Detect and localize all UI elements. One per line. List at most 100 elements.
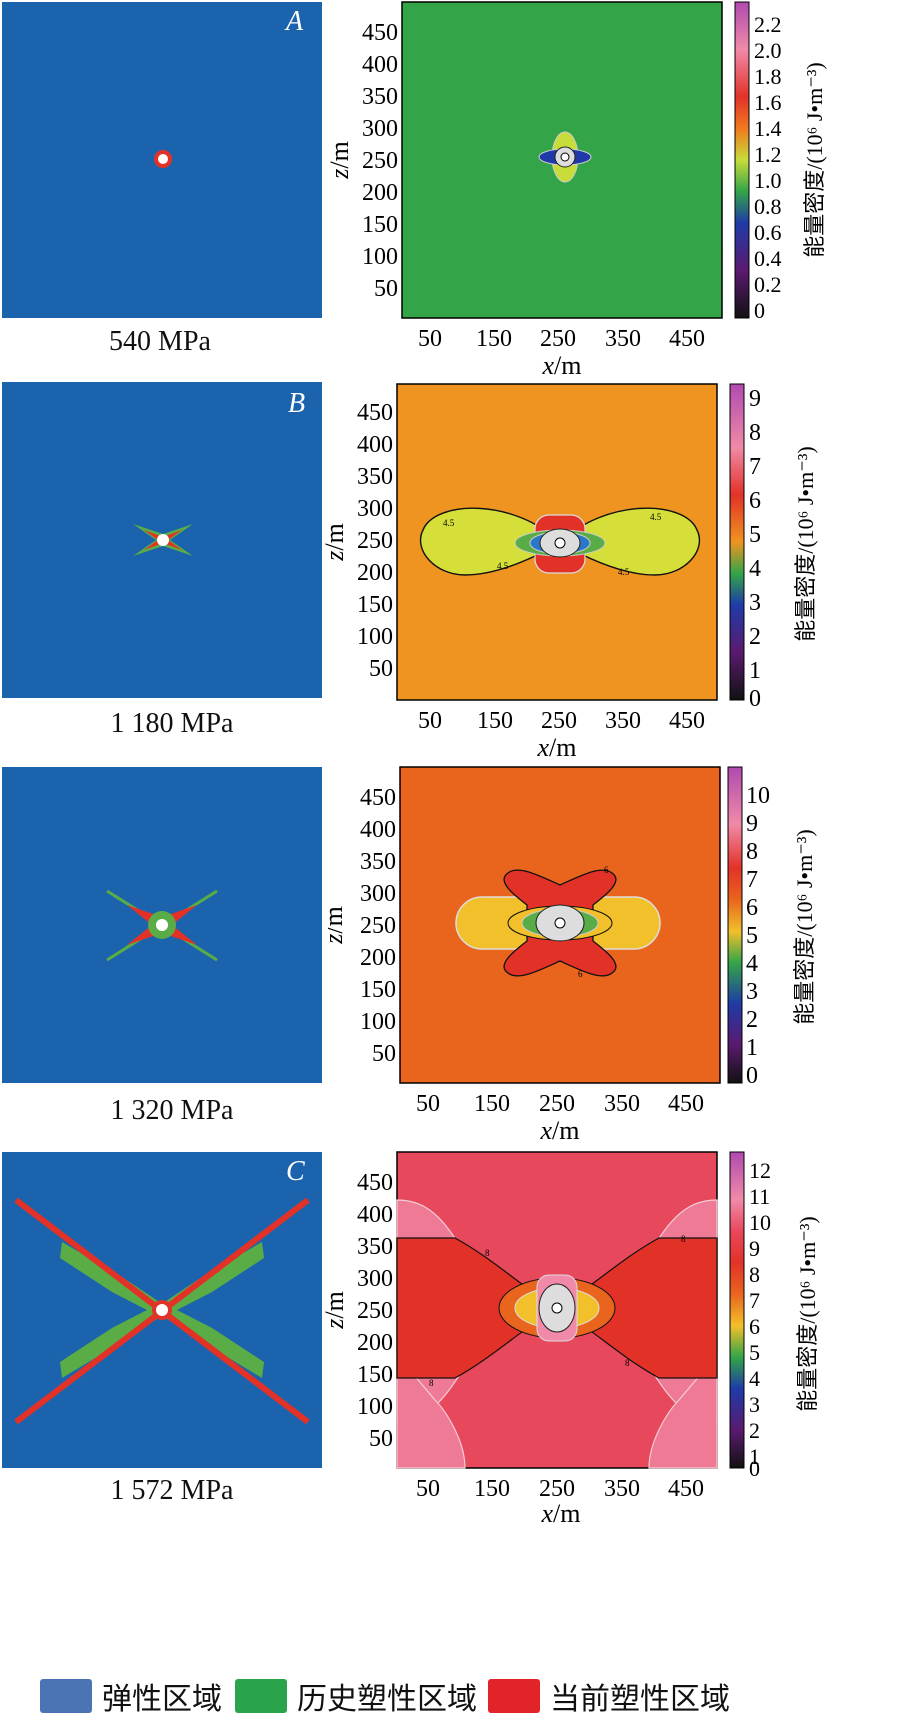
zone-legend: 弹性区域 历史塑性区域 当前塑性区域 bbox=[0, 1668, 908, 1716]
legend-label-current-plastic: 当前塑性区域 bbox=[550, 1683, 730, 1716]
svg-text:250: 250 bbox=[539, 1476, 575, 1502]
svg-text:6: 6 bbox=[746, 895, 758, 921]
pressure-label-a: 540 MPa bbox=[109, 326, 211, 357]
svg-text:0.2: 0.2 bbox=[754, 272, 782, 297]
svg-text:150: 150 bbox=[357, 592, 393, 618]
pressure-label-b: 1 180 MPa bbox=[110, 708, 234, 739]
svg-text:1.8: 1.8 bbox=[754, 64, 782, 89]
svg-text:400: 400 bbox=[362, 52, 398, 78]
svg-text:150: 150 bbox=[474, 1091, 510, 1117]
legend-label-history-plastic: 历史塑性区域 bbox=[297, 1683, 477, 1716]
y-tick-labels-b: 450 400 350 300 250 200 150 100 50 bbox=[357, 400, 393, 682]
svg-text:6: 6 bbox=[604, 865, 609, 875]
svg-text:250: 250 bbox=[360, 913, 396, 939]
svg-text:6: 6 bbox=[578, 969, 583, 979]
svg-text:4.5: 4.5 bbox=[650, 512, 662, 522]
svg-text:150: 150 bbox=[476, 326, 512, 352]
svg-text:450: 450 bbox=[357, 400, 393, 426]
svg-text:150: 150 bbox=[477, 708, 513, 734]
svg-text:0: 0 bbox=[749, 1456, 760, 1481]
svg-text:150: 150 bbox=[362, 212, 398, 238]
svg-text:4.5: 4.5 bbox=[497, 561, 509, 571]
y-axis-label-b: z/m bbox=[325, 523, 349, 562]
svg-text:10: 10 bbox=[749, 1210, 771, 1235]
colorbar-ticks-b: 9 8 7 6 5 4 3 2 1 0 bbox=[749, 386, 761, 712]
svg-text:250: 250 bbox=[357, 528, 393, 554]
x-tick-labels-b: 50 150 250 350 450 bbox=[418, 708, 705, 734]
svg-text:8: 8 bbox=[485, 1248, 490, 1258]
colorbar-b bbox=[729, 383, 745, 701]
svg-text:200: 200 bbox=[360, 945, 396, 971]
svg-text:9: 9 bbox=[749, 1236, 760, 1261]
colorbar-label-b: 能量密度/(10⁶ J•m⁻³) bbox=[793, 446, 818, 642]
svg-text:200: 200 bbox=[362, 180, 398, 206]
panel-letter-b: B bbox=[288, 388, 306, 419]
svg-text:4.5: 4.5 bbox=[443, 518, 455, 528]
svg-text:0: 0 bbox=[746, 1063, 758, 1089]
svg-text:10: 10 bbox=[746, 783, 770, 809]
svg-text:2.2: 2.2 bbox=[754, 12, 782, 37]
svg-text:400: 400 bbox=[360, 817, 396, 843]
colorbar-a bbox=[734, 1, 750, 319]
svg-text:250: 250 bbox=[539, 1091, 575, 1117]
svg-text:350: 350 bbox=[604, 1476, 640, 1502]
svg-text:8: 8 bbox=[746, 839, 758, 865]
svg-text:350: 350 bbox=[357, 464, 393, 490]
svg-text:1: 1 bbox=[749, 1444, 760, 1469]
legend-label-elastic: 弹性区域 bbox=[102, 1683, 222, 1716]
svg-text:300: 300 bbox=[360, 881, 396, 907]
pressure-label-d: 1 572 MPa bbox=[110, 1475, 234, 1506]
colorbar-ticks-c: 10 9 8 7 6 5 4 3 2 1 0 bbox=[746, 783, 770, 1089]
colorbar-ticks-d: 12 11 10 9 8 7 6 5 4 3 2 1 0 bbox=[749, 1158, 771, 1481]
svg-text:9: 9 bbox=[749, 386, 761, 412]
x-axis-label-a: x/m bbox=[542, 351, 582, 380]
svg-text:250: 250 bbox=[362, 148, 398, 174]
svg-text:6: 6 bbox=[749, 488, 761, 514]
svg-text:50: 50 bbox=[369, 1426, 393, 1452]
row-panel-c: 1 320 MPa 6 6 450 400 350 300 250 200 15… bbox=[0, 765, 908, 1150]
legend-swatch-elastic bbox=[40, 1679, 92, 1713]
energy-density-plot-c: 6 6 450 400 350 300 250 200 150 100 50 5… bbox=[328, 766, 817, 1145]
svg-text:11: 11 bbox=[749, 1184, 770, 1209]
svg-text:350: 350 bbox=[360, 849, 396, 875]
svg-text:350: 350 bbox=[605, 326, 641, 352]
svg-text:350: 350 bbox=[604, 1091, 640, 1117]
legend-item-elastic: 弹性区域 bbox=[40, 1674, 222, 1718]
svg-text:450: 450 bbox=[668, 1476, 704, 1502]
svg-text:50: 50 bbox=[418, 708, 442, 734]
y-tick-labels-d: 450 400 350 300 250 200 150 100 50 bbox=[357, 1170, 393, 1452]
energy-density-plot-d: 8 8 8 8 450 400 350 300 250 200 150 100 … bbox=[325, 1151, 820, 1525]
contour-labels-b: 4.5 4.5 4.5 4.5 bbox=[443, 512, 662, 577]
plastic-zone-map-a: A bbox=[2, 2, 322, 318]
svg-text:450: 450 bbox=[669, 708, 705, 734]
x-axis-label-b: x/m bbox=[537, 733, 577, 762]
svg-text:450: 450 bbox=[669, 326, 705, 352]
panel-letter-c: C bbox=[286, 1156, 305, 1187]
legend-item-current-plastic: 当前塑性区域 bbox=[488, 1674, 730, 1718]
svg-text:100: 100 bbox=[357, 624, 393, 650]
svg-text:1: 1 bbox=[749, 658, 761, 684]
x-tick-labels-c: 50 150 250 350 450 bbox=[416, 1091, 704, 1117]
svg-text:7: 7 bbox=[749, 1288, 760, 1313]
svg-text:1.4: 1.4 bbox=[754, 116, 782, 141]
svg-text:8: 8 bbox=[749, 1262, 760, 1287]
svg-text:350: 350 bbox=[362, 84, 398, 110]
svg-text:100: 100 bbox=[357, 1394, 393, 1420]
colorbar-ticks-a: 2.2 2.0 1.8 1.6 1.4 1.2 1.0 0.8 0.6 0.4 … bbox=[754, 12, 782, 323]
svg-text:1.2: 1.2 bbox=[754, 142, 782, 167]
svg-text:0.4: 0.4 bbox=[754, 246, 782, 271]
svg-text:2: 2 bbox=[749, 1418, 760, 1443]
svg-text:450: 450 bbox=[360, 785, 396, 811]
svg-text:9: 9 bbox=[746, 811, 758, 837]
svg-text:0.8: 0.8 bbox=[754, 194, 782, 219]
svg-text:3: 3 bbox=[749, 1392, 760, 1417]
svg-text:8: 8 bbox=[625, 1358, 630, 1368]
svg-text:12: 12 bbox=[749, 1158, 771, 1183]
svg-text:250: 250 bbox=[541, 708, 577, 734]
y-axis-label-c: z/m bbox=[328, 906, 348, 945]
svg-text:200: 200 bbox=[357, 560, 393, 586]
x-tick-labels-a: 50 150 250 350 450 bbox=[418, 326, 705, 352]
svg-text:50: 50 bbox=[418, 326, 442, 352]
plastic-zone-shape-a bbox=[154, 150, 172, 168]
svg-text:50: 50 bbox=[372, 1041, 396, 1067]
